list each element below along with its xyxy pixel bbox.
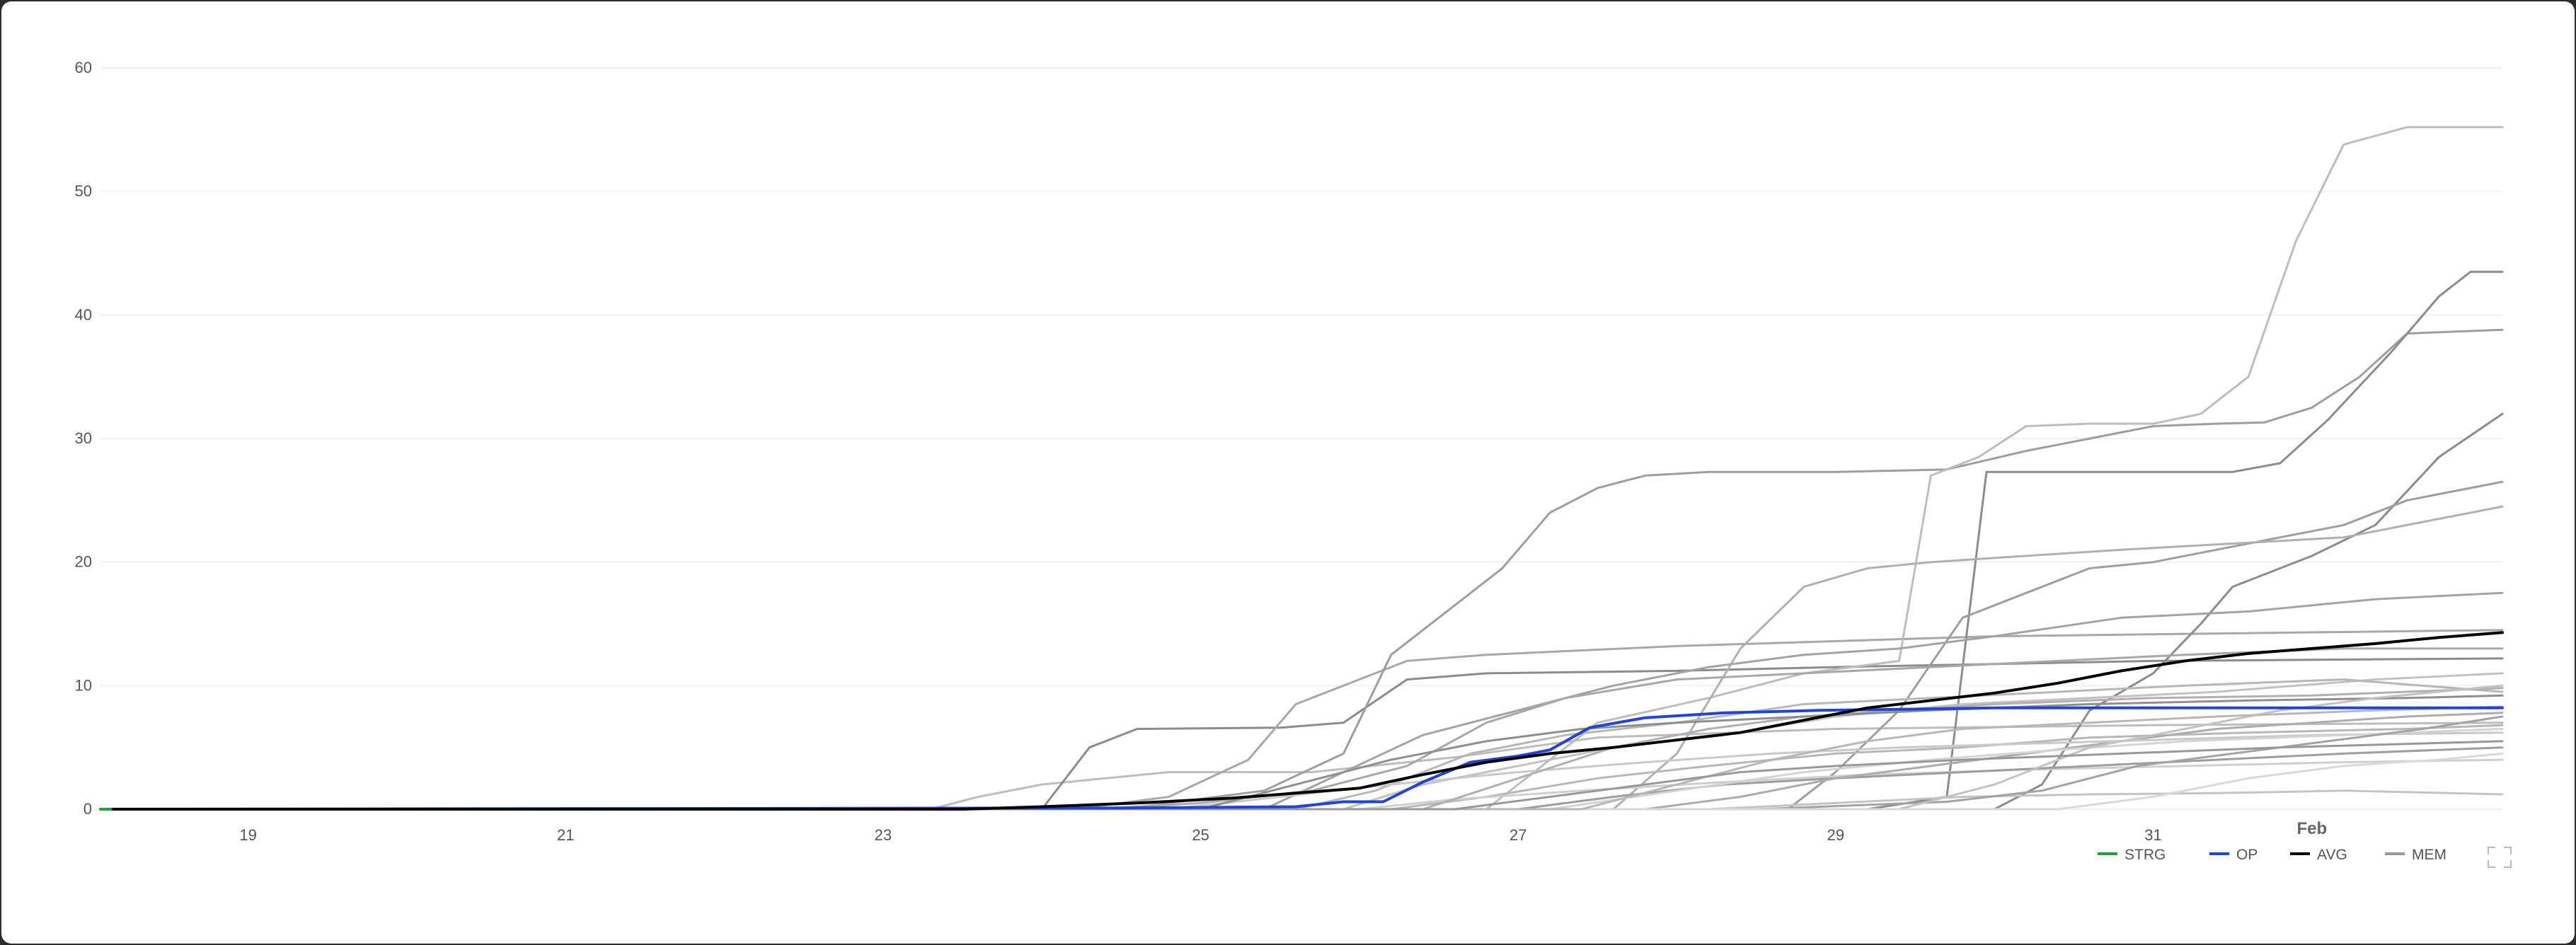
legend-item-avg[interactable]: AVG [2290,847,2347,863]
y-tick-label: 50 [75,182,92,200]
series-line-mem [112,684,2504,811]
series-lines [99,126,2504,811]
series-line-mem [112,270,2504,811]
legend: STRG OP AVG MEM [2098,847,2446,863]
legend-label: AVG [2317,847,2347,863]
series-line-mem [112,752,2504,811]
series-line-mem [112,591,2504,811]
y-tick-label: 10 [75,676,92,694]
series-line-mem [112,126,2504,811]
legend-item-strg[interactable]: STRG [2098,847,2166,863]
legend-label: OP [2236,847,2258,863]
series-line-mem [112,412,2504,811]
legend-item-mem[interactable]: MEM [2385,847,2446,863]
series-line-avg [111,631,2504,811]
series-line-mem [112,694,2504,811]
y-tick-label: 40 [75,306,92,323]
y-tick-label: 20 [75,553,92,571]
expand-icon[interactable] [2488,847,2512,868]
series-line-mem [112,728,2504,811]
series-line-mem [112,328,2504,811]
series-line-mem [112,480,2504,811]
legend-label: MEM [2412,847,2446,863]
grid [100,67,2502,810]
x-tick-label: Feb [2296,819,2327,838]
series-line-op [111,706,2504,811]
series-line-mem [112,758,2504,811]
x-tick-label: 31 [2144,826,2161,844]
series-line-mem [112,731,2504,811]
x-tick-label: 23 [875,826,892,844]
series-line-mem [112,740,2504,811]
y-tick-label: 60 [75,59,92,76]
series-line-mem [112,647,2504,811]
series-line-mem [112,505,2504,811]
legend-label: STRG [2124,847,2166,863]
x-tick-label: 27 [1510,826,1526,844]
x-tick-label: 21 [557,826,574,844]
series-line-mem [112,712,2504,811]
series-line-mem [112,721,2504,811]
series-line-mem [112,724,2504,811]
series-line-mem [112,715,2504,811]
y-tick-label: 30 [75,429,92,447]
legend-item-op[interactable]: OP [2209,847,2258,863]
x-axis-ticks: 19 21 23 25 27 29 31 Feb [239,819,2327,844]
x-tick-label: 25 [1192,826,1209,844]
y-axis-ticks: 0 10 20 30 40 50 60 [75,59,92,818]
y-tick-label: 0 [84,800,92,818]
series-line-mem [112,657,2504,811]
x-tick-label: 19 [239,826,256,844]
series-line-mem [112,705,2504,811]
x-tick-label: 29 [1827,826,1844,844]
series-line-mem [112,629,2504,811]
series-line-mem [112,746,2504,811]
